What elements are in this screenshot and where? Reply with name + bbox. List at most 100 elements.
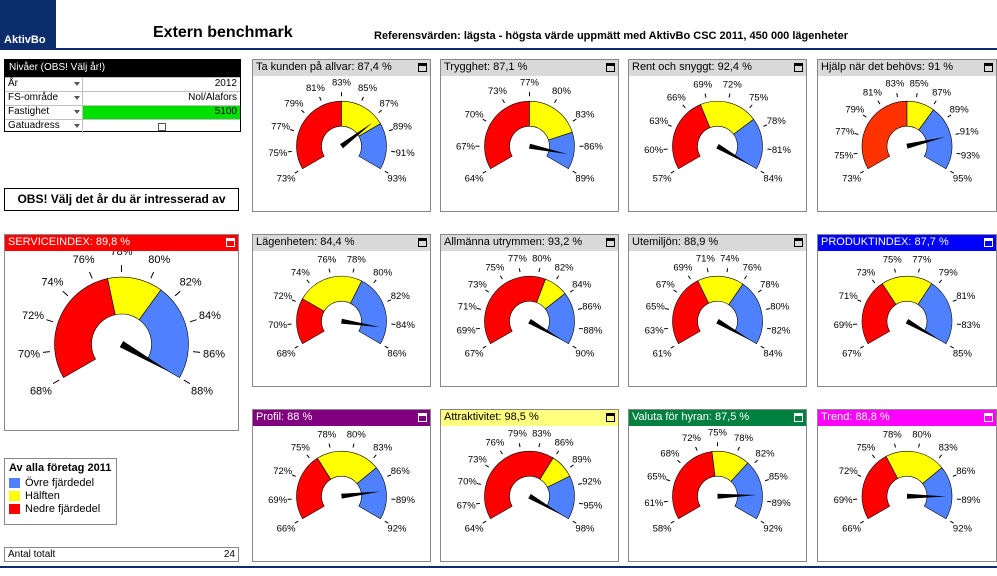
gauge-segment-upper	[917, 283, 953, 345]
filter-row-year[interactable]: År 2012	[5, 77, 240, 91]
filter-row-fs-area[interactable]: FS-område Nol/Alafors	[5, 91, 240, 105]
gauge-needle	[716, 144, 752, 166]
maximize-icon[interactable]	[226, 238, 235, 247]
gauge-tick	[757, 289, 762, 293]
gauge-tick-label: 89%	[572, 454, 592, 465]
gauge-segment-upper	[350, 280, 387, 345]
gauge-segment-upper	[138, 289, 189, 378]
gauge-tick-label: 80%	[347, 429, 367, 440]
gauge-tick	[577, 307, 583, 310]
gauge-chart: 73% 75% 77% 79%81% 83% 85%87% 89% 91% 93%	[268, 78, 415, 185]
gauge-tick	[670, 170, 675, 174]
gauge-tick	[871, 279, 876, 284]
gauge-tick	[673, 289, 678, 293]
gauge-tick	[877, 100, 881, 105]
gauge-tick-label: 86%	[555, 438, 575, 449]
gauge-tick	[670, 520, 675, 524]
gauge-tick-label: 82%	[180, 277, 202, 289]
maximize-icon[interactable]	[984, 238, 993, 247]
gauge-needle	[119, 341, 171, 373]
gauge-tick	[950, 170, 955, 174]
maximize-icon[interactable]	[606, 238, 615, 247]
gauge-segment-upper	[546, 131, 575, 170]
gauge-tick	[373, 279, 377, 284]
gauge-tick-label: 72%	[839, 466, 859, 477]
maximize-icon[interactable]	[794, 63, 803, 72]
gauge-tick-label: 92%	[763, 524, 783, 535]
gauge-tick	[915, 93, 918, 98]
gauge-tick-label: 95%	[953, 174, 973, 185]
gauge-tick-label: 78%	[317, 429, 337, 440]
gauge-tick-label: 83%	[332, 78, 352, 89]
gauge-tick-label: 65%	[647, 472, 667, 483]
gauge-tick	[857, 299, 862, 302]
gauge-title-text: Lägenheten: 84,4 %	[256, 236, 355, 248]
gauge-needle	[339, 122, 373, 149]
gauge-tick	[955, 132, 960, 135]
gauge-tick-label: 93%	[387, 174, 407, 185]
gauge-tick-label: 61%	[644, 498, 664, 509]
gauge-tick	[388, 129, 394, 132]
gauge-tick-label: 84%	[763, 349, 783, 360]
gauge-tick	[578, 327, 584, 330]
gauge-tick-label: 83%	[532, 429, 552, 440]
gauge-title-text: Trend: 88,8 %	[821, 411, 890, 423]
gauge-needle	[341, 491, 381, 499]
dropdown-arrow-icon[interactable]	[74, 110, 80, 114]
maximize-icon[interactable]	[418, 63, 427, 72]
maximize-icon[interactable]	[606, 63, 615, 72]
gauge-tick-label: 82%	[771, 326, 791, 337]
gauge-tick	[670, 345, 675, 349]
gauge-tick	[538, 443, 541, 448]
gauge-tick	[918, 268, 920, 273]
gauge-tick	[687, 275, 691, 280]
gauge-tick-label: 71%	[696, 254, 716, 265]
filter-value-property[interactable]: 5100	[83, 106, 240, 119]
filter-row-property[interactable]: Fastighet 5100	[5, 105, 240, 119]
maximize-icon[interactable]	[984, 63, 993, 72]
gauge-tick	[482, 520, 487, 524]
gauge-tick-label: 86%	[391, 466, 411, 477]
gauge-tick	[319, 96, 322, 101]
gauge-tick-label: 67%	[656, 279, 676, 290]
gauge-tick-label: 80%	[552, 86, 572, 97]
gauge-tick-label: 92%	[582, 476, 602, 487]
gauge-title-text: Valuta för hyran: 87,5 %	[632, 411, 750, 423]
gauge-title: Trend: 88,8 %	[818, 410, 996, 426]
filter-value-year[interactable]: 2012	[214, 78, 237, 89]
legend-label-lower: Nedre fjärdedel	[25, 502, 101, 515]
gauge-tick-label: 64%	[465, 524, 485, 535]
logo-text: AktivBo	[4, 34, 46, 46]
gauge-tick	[62, 290, 69, 297]
dropdown-arrow-icon[interactable]	[74, 82, 80, 86]
maximize-icon[interactable]	[794, 238, 803, 247]
gauge-title-text: Trygghet: 87,1 %	[444, 61, 528, 73]
gauge-title: Profil: 88 %	[253, 410, 430, 426]
gauge-title: Lägenheten: 84,4 %	[253, 235, 430, 251]
gauge-tick	[193, 351, 201, 353]
maximize-icon[interactable]	[606, 413, 615, 422]
gauge-title: Trygghet: 87,1 %	[441, 60, 618, 76]
gauge-tick	[871, 454, 876, 459]
gauge-tick-label: 71%	[458, 301, 478, 312]
filter-value-fs-area[interactable]: Nol/Alafors	[188, 92, 237, 103]
filter-row-street[interactable]: Gatuadress	[5, 119, 240, 133]
dropdown-arrow-icon[interactable]	[74, 96, 80, 100]
gauge-tick	[938, 454, 943, 459]
gauge-tick	[663, 327, 669, 330]
filter-label-year: År	[8, 78, 18, 89]
gauge-needle	[341, 318, 381, 328]
maximize-icon[interactable]	[794, 413, 803, 422]
gauge-title: SERVICEINDEX: 89,8 %	[5, 235, 238, 251]
gauge-tick-label: 67%	[465, 349, 485, 360]
maximize-icon[interactable]	[984, 413, 993, 422]
street-checkbox-cell[interactable]	[83, 120, 240, 133]
gauge-tick-label: 91%	[960, 126, 980, 137]
gauge-tick	[766, 327, 772, 330]
gauge-tick-label: 80%	[373, 267, 393, 278]
street-checkbox[interactable]	[157, 122, 166, 131]
maximize-icon[interactable]	[418, 238, 427, 247]
dropdown-arrow-icon[interactable]	[74, 124, 80, 128]
maximize-icon[interactable]	[418, 413, 427, 422]
gauge-needle	[528, 143, 568, 155]
